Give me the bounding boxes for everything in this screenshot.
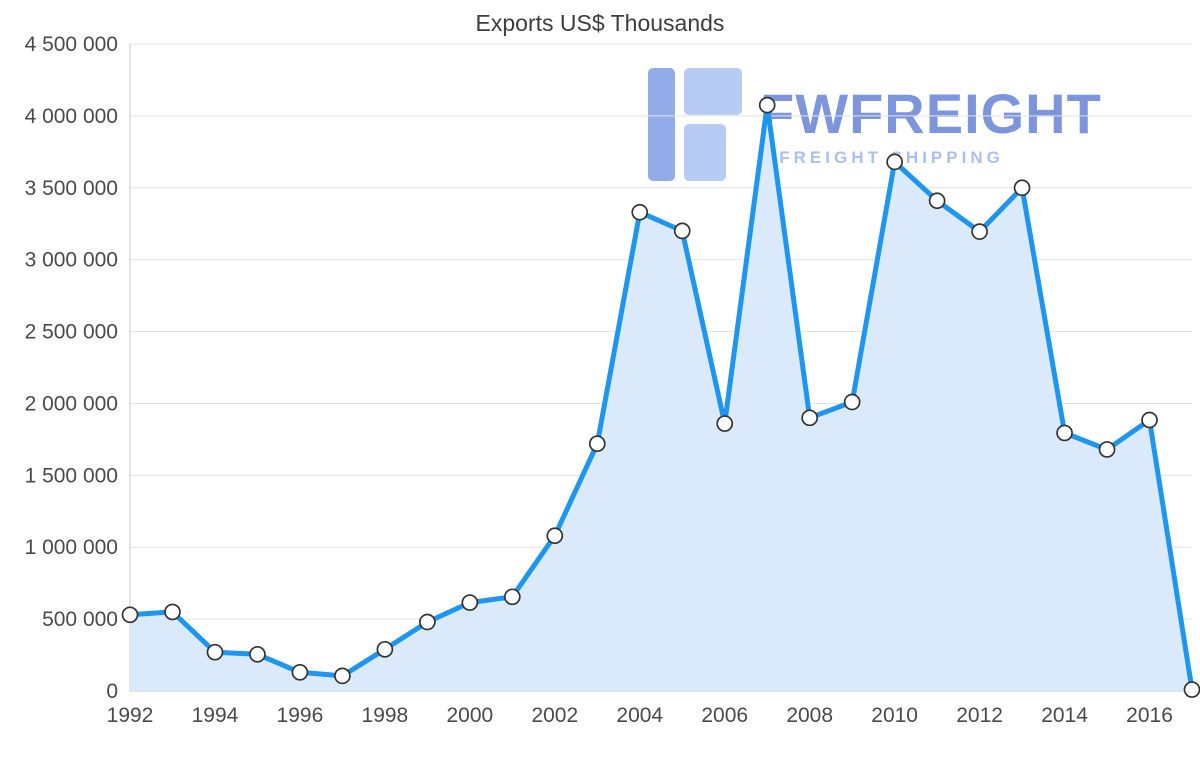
data-point-1999[interactable]: [419, 613, 436, 631]
x-axis-tick-label: 2002: [531, 704, 578, 727]
data-point-1994[interactable]: [206, 643, 224, 661]
data-point-2006[interactable]: [716, 415, 734, 432]
y-axis-tick-label: 2 000 000: [25, 392, 118, 415]
chart-title: Exports US$ Thousands: [475, 10, 725, 36]
y-axis-tick-label: 4 000 000: [25, 105, 118, 128]
data-point-1993[interactable]: [164, 603, 181, 621]
data-point-2000[interactable]: [461, 594, 479, 611]
data-point-2004[interactable]: [631, 203, 649, 221]
y-axis-tick-label: 2 500 000: [25, 321, 118, 344]
y-axis-tick-label: 500 000: [42, 608, 118, 631]
data-point-2016[interactable]: [1141, 411, 1158, 429]
y-axis-tick-label: 0: [106, 680, 118, 703]
data-point-2017[interactable]: [1183, 681, 1200, 698]
data-point-2014[interactable]: [1056, 424, 1073, 442]
y-axis-tick-label: 3 500 000: [25, 177, 118, 200]
data-point-2010[interactable]: [886, 153, 903, 171]
x-axis-tick-label: 2016: [1126, 704, 1173, 727]
x-axis-tick-label: 2004: [616, 704, 663, 727]
x-axis-tick-label: 2008: [786, 704, 833, 727]
x-axis-tick-label: 2000: [446, 704, 493, 727]
data-point-1995[interactable]: [249, 645, 266, 663]
y-axis-tick-label: 4 500 000: [25, 33, 118, 56]
data-point-2009[interactable]: [843, 393, 861, 411]
data-point-2011[interactable]: [928, 192, 946, 210]
data-point-2002[interactable]: [546, 527, 564, 545]
data-point-2008[interactable]: [801, 409, 819, 427]
x-axis-tick-label: 1996: [277, 704, 324, 727]
data-point-1992[interactable]: [121, 606, 139, 624]
data-point-2015[interactable]: [1098, 441, 1116, 458]
data-point-2012[interactable]: [971, 223, 988, 240]
x-axis-tick-label: 1992: [107, 704, 154, 727]
y-axis-tick-label: 1 000 000: [25, 536, 118, 559]
data-point-2005[interactable]: [673, 222, 691, 240]
data-point-2013[interactable]: [1013, 179, 1031, 197]
series-area-fill: [130, 105, 1192, 692]
x-axis-tick-label: 1998: [362, 704, 409, 727]
y-axis-tick-label: 3 000 000: [25, 249, 118, 272]
x-axis-tick-label: 2010: [871, 704, 918, 727]
data-point-2003[interactable]: [588, 435, 606, 453]
x-axis-tick-label: 2014: [1041, 704, 1088, 727]
y-axis-tick-label: 1 500 000: [25, 464, 118, 487]
x-axis-tick-label: 2012: [956, 704, 1003, 727]
data-point-2007[interactable]: [758, 96, 776, 114]
data-point-2001[interactable]: [503, 588, 521, 606]
data-point-1997[interactable]: [334, 667, 351, 685]
x-axis-tick-label: 1994: [192, 704, 239, 727]
data-point-1998[interactable]: [376, 640, 394, 658]
data-point-1996[interactable]: [291, 663, 309, 681]
x-axis-tick-label: 2006: [701, 704, 748, 727]
